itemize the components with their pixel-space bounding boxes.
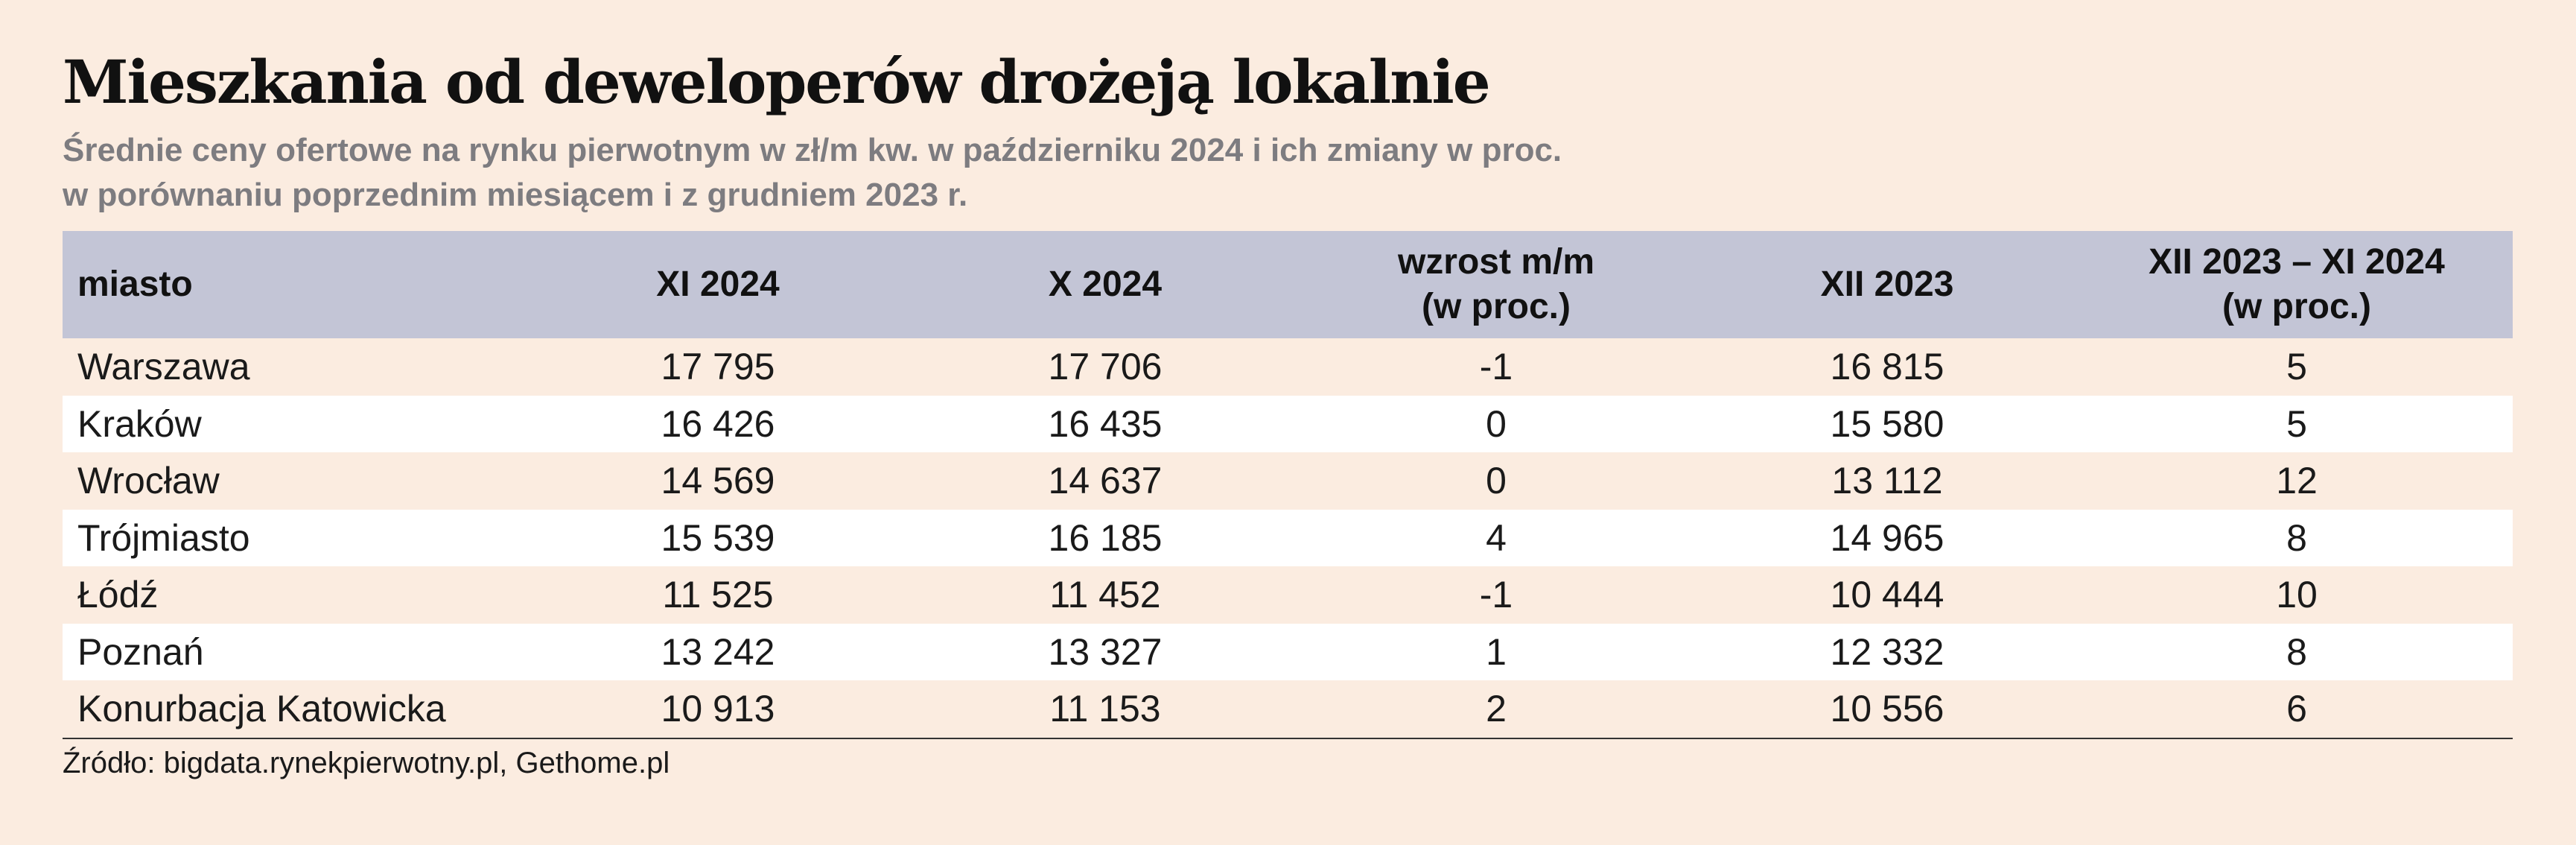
cell-value: 11 153 bbox=[912, 680, 1299, 739]
cell-value: 13 242 bbox=[524, 623, 912, 680]
subtitle: Średnie ceny ofertowe na rynku pierwotny… bbox=[63, 128, 2513, 218]
table-row: Łódź 11 525 11 452 -1 10 444 10 bbox=[63, 566, 2513, 624]
col-header-line: XI 2024 bbox=[656, 265, 780, 304]
cell-value: 11 452 bbox=[1049, 574, 1161, 616]
price-table: miasto XI 2024 X 2024 wzrost m/m (w proc… bbox=[63, 231, 2513, 739]
col-header-line: X 2024 bbox=[1048, 265, 1163, 304]
col-header-miasto: miasto bbox=[63, 231, 524, 338]
table-row: Konurbacja Katowicka 10 913 11 153 2 10 … bbox=[63, 680, 2513, 739]
cell-value: 10 444 bbox=[1830, 574, 1944, 616]
table-row: Warszawa 17 795 17 706 -1 16 815 5 bbox=[63, 338, 2513, 396]
cell-value: 10 556 bbox=[1694, 680, 2081, 739]
col-header-xi-2024: XI 2024 bbox=[524, 231, 912, 338]
cell-value: 13 112 bbox=[1831, 460, 1943, 502]
cell-value: 8 bbox=[2081, 509, 2513, 566]
cell-value: 17 706 bbox=[1048, 346, 1163, 388]
col-header-line: (w proc.) bbox=[1422, 287, 1571, 326]
cell-value: -1 bbox=[1479, 574, 1513, 616]
infographic: Mieszkania od deweloperów drożeją lokaln… bbox=[63, 45, 2513, 780]
cell-city: Poznań bbox=[63, 623, 524, 680]
cell-city: Łódź bbox=[77, 574, 159, 616]
table-row: Poznań 13 242 13 327 1 12 332 8 bbox=[63, 623, 2513, 680]
cell-value: 16 815 bbox=[1830, 346, 1944, 388]
col-header-wzrost-mm: wzrost m/m (w proc.) bbox=[1299, 231, 1694, 338]
table-row: Wrocław 14 569 14 637 0 13 112 12 bbox=[63, 452, 2513, 510]
subtitle-line-2: w porównaniu poprzednim miesiącem i z gr… bbox=[63, 177, 968, 213]
cell-city: Warszawa bbox=[77, 346, 250, 388]
col-header-line: XII 2023 bbox=[1820, 265, 1954, 304]
col-header-line: miasto bbox=[77, 265, 193, 304]
header-row: miasto XI 2024 X 2024 wzrost m/m (w proc… bbox=[63, 231, 2513, 338]
cell-value: 10 bbox=[2276, 574, 2318, 616]
cell-city: Wrocław bbox=[77, 460, 220, 502]
cell-value: 4 bbox=[1299, 509, 1694, 566]
col-header-xii-2023: XII 2023 bbox=[1694, 231, 2081, 338]
cell-value: 15 539 bbox=[524, 509, 912, 566]
cell-value: 16 435 bbox=[912, 395, 1299, 452]
cell-value: 10 913 bbox=[524, 680, 912, 739]
cell-city: Kraków bbox=[63, 395, 524, 452]
cell-value: 0 bbox=[1299, 395, 1694, 452]
cell-city: Trójmiasto bbox=[63, 509, 524, 566]
table-row: Trójmiasto 15 539 16 185 4 14 965 8 bbox=[63, 509, 2513, 566]
cell-value: 16 185 bbox=[912, 509, 1299, 566]
cell-value: 5 bbox=[2286, 346, 2307, 388]
col-header-line: XII 2023 – XI 2024 bbox=[2149, 242, 2445, 282]
cell-value: 0 bbox=[1486, 460, 1507, 502]
cell-value: 11 525 bbox=[662, 574, 774, 616]
col-header-xii2023-xi2024: XII 2023 – XI 2024 (w proc.) bbox=[2081, 231, 2513, 338]
cell-value: 5 bbox=[2081, 395, 2513, 452]
cell-value: 14 965 bbox=[1694, 509, 2081, 566]
cell-value: 14 637 bbox=[1048, 460, 1163, 502]
cell-value: 13 327 bbox=[912, 623, 1299, 680]
cell-value: 2 bbox=[1299, 680, 1694, 739]
cell-value: 14 569 bbox=[661, 460, 775, 502]
col-header-line: (w proc.) bbox=[2222, 287, 2371, 326]
cell-value: 12 bbox=[2276, 460, 2318, 502]
subtitle-line-1: Średnie ceny ofertowe na rynku pierwotny… bbox=[63, 132, 1562, 168]
cell-value: 6 bbox=[2081, 680, 2513, 739]
cell-value: 1 bbox=[1299, 623, 1694, 680]
col-header-x-2024: X 2024 bbox=[912, 231, 1299, 338]
table-row: Kraków 16 426 16 435 0 15 580 5 bbox=[63, 395, 2513, 452]
col-header-line: wzrost m/m bbox=[1397, 242, 1595, 282]
cell-city: Konurbacja Katowicka bbox=[63, 680, 524, 739]
cell-value: 17 795 bbox=[661, 346, 775, 388]
cell-value: -1 bbox=[1479, 346, 1513, 388]
source-note: Źródło: bigdata.rynekpierwotny.pl, Getho… bbox=[63, 746, 670, 779]
cell-value: 16 426 bbox=[524, 395, 912, 452]
cell-value: 15 580 bbox=[1694, 395, 2081, 452]
cell-value: 12 332 bbox=[1694, 623, 2081, 680]
cell-value: 8 bbox=[2081, 623, 2513, 680]
page-title: Mieszkania od deweloperów drożeją lokaln… bbox=[63, 47, 1491, 117]
